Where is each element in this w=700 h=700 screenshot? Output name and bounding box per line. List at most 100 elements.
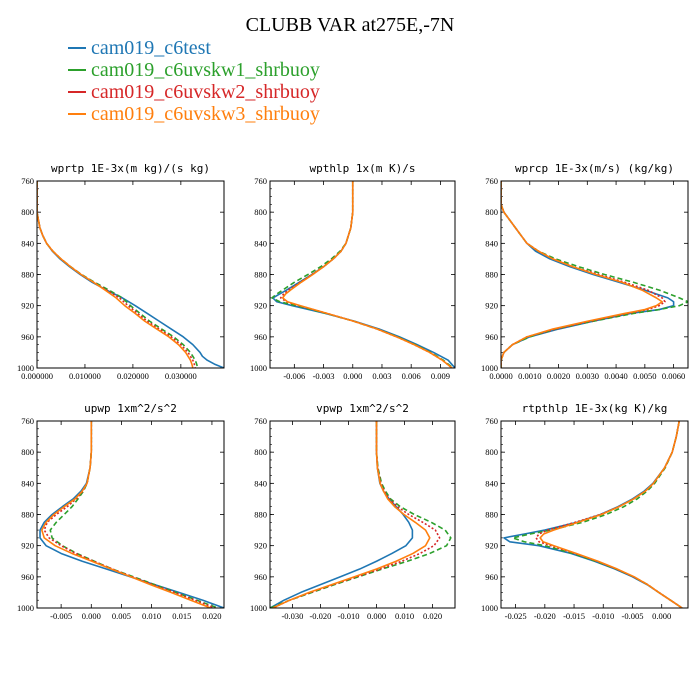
series-line	[270, 421, 452, 608]
legend-swatch	[68, 69, 86, 71]
y-tick-label: 960	[21, 572, 34, 582]
x-tick-label: 0.0020	[547, 371, 570, 381]
x-tick-label: 0.020	[423, 611, 442, 621]
x-tick-label: 0.0050	[633, 371, 656, 381]
series-line	[501, 181, 675, 368]
y-tick-label: 1000	[17, 603, 34, 613]
plot-frame	[500, 420, 689, 609]
x-tick-label: 0.0030	[576, 371, 599, 381]
series-line	[501, 181, 666, 368]
plot-frame	[269, 420, 456, 609]
series-line	[281, 181, 453, 368]
y-tick-label: 1000	[250, 363, 267, 373]
legend-swatch	[68, 47, 86, 49]
x-tick-label: -0.025	[505, 611, 527, 621]
y-tick-label: 840	[485, 238, 498, 248]
panel-title: wprtp 1E-3x(m kg)/(s kg)	[51, 162, 210, 175]
x-tick-label: 0.000	[652, 611, 671, 621]
y-tick-label: 1000	[250, 603, 267, 613]
profile-panel: rtpthlp 1E-3x(kg K)/kg 760 800 840 880 920 960…	[481, 402, 689, 621]
y-tick-label: 960	[21, 332, 34, 342]
y-tick-label: 1000	[481, 363, 498, 373]
profile-panel: upwp 1xm^2/s^2 760 800 840 880 920 960 1000 -0.0…	[17, 402, 225, 621]
panel-title: wpthlp 1x(m K)/s	[310, 162, 416, 175]
y-tick-label: 840	[21, 478, 34, 488]
y-tick-label: 760	[254, 176, 267, 186]
y-tick-label: 840	[21, 238, 34, 248]
profile-panel: vpwp 1xm^2/s^2 760 800 840 880 920 960 1000 -0.0…	[250, 402, 456, 621]
x-tick-label: -0.020	[309, 611, 331, 621]
y-tick-label: 960	[485, 572, 498, 582]
x-tick-label: 0.010	[395, 611, 414, 621]
y-tick-label: 800	[485, 447, 498, 457]
y-tick-label: 920	[21, 301, 34, 311]
figure-title: CLUBB VAR at275E,-7N	[245, 14, 455, 36]
series-line	[539, 421, 683, 608]
x-tick-label: 0.000	[82, 611, 101, 621]
y-tick-label: 880	[485, 510, 498, 520]
y-tick-label: 920	[254, 541, 267, 551]
plot-frame	[36, 420, 225, 609]
series-line	[37, 181, 194, 368]
legend-swatch	[68, 113, 86, 115]
x-tick-label: -0.020	[534, 611, 556, 621]
y-tick-label: 1000	[481, 603, 498, 613]
series-line	[511, 421, 683, 608]
y-tick-label: 880	[254, 510, 267, 520]
series-line	[272, 181, 455, 368]
series-line	[271, 181, 454, 368]
y-tick-label: 800	[21, 447, 34, 457]
x-tick-label: 0.009	[431, 371, 450, 381]
series-line	[535, 421, 683, 608]
x-tick-label: 0.020	[202, 611, 221, 621]
plot-frame	[36, 180, 225, 369]
x-tick-label: 0.020000	[117, 371, 149, 381]
legend-label: cam019_c6uvskw2_shrbuoy	[91, 81, 320, 103]
y-tick-label: 960	[254, 572, 267, 582]
series-line	[37, 181, 224, 368]
y-tick-label: 840	[254, 238, 267, 248]
y-tick-label: 920	[485, 301, 498, 311]
x-tick-label: 0.0040	[604, 371, 627, 381]
y-tick-label: 760	[21, 176, 34, 186]
y-tick-label: 760	[254, 416, 267, 426]
legend-label: cam019_c6uvskw1_shrbuoy	[91, 59, 320, 81]
x-tick-label: -0.030	[281, 611, 303, 621]
x-tick-label: 0.003	[372, 371, 391, 381]
profile-panel: wprcp 1E-3x(m/s) (kg/kg) 760 800 840 880 920 9…	[481, 162, 689, 381]
profile-panel: wprtp 1E-3x(m kg)/(s kg) 760 800 840 880 920 9…	[17, 162, 225, 381]
series-line	[503, 421, 683, 608]
series-line	[272, 421, 441, 608]
x-tick-label: -0.010	[592, 611, 614, 621]
y-tick-label: 800	[485, 207, 498, 217]
series-line	[39, 421, 224, 608]
panel-title: rtpthlp 1E-3x(kg K)/kg	[522, 402, 668, 415]
x-tick-label: -0.010	[338, 611, 360, 621]
profile-panel: wpthlp 1x(m K)/s 760 800 840 880 920 960 1000 -0…	[250, 162, 456, 381]
y-tick-label: 920	[254, 301, 267, 311]
y-tick-label: 960	[254, 332, 267, 342]
x-tick-label: 0.010	[142, 611, 161, 621]
x-tick-label: 0.000000	[21, 371, 53, 381]
x-tick-label: 0.006	[402, 371, 421, 381]
y-tick-label: 800	[21, 207, 34, 217]
y-tick-label: 1000	[17, 363, 34, 373]
y-tick-label: 800	[254, 447, 267, 457]
x-tick-label: 0.000	[367, 611, 386, 621]
plot-frame	[269, 180, 456, 369]
legend-label: cam019_c6uvskw3_shrbuoy	[91, 103, 320, 125]
x-tick-label: -0.005	[622, 611, 644, 621]
x-tick-label: -0.003	[313, 371, 335, 381]
y-tick-label: 840	[485, 478, 498, 488]
legend-swatch	[68, 91, 86, 93]
series-line	[270, 421, 414, 608]
panel-title: upwp 1xm^2/s^2	[84, 402, 177, 415]
y-tick-label: 760	[21, 416, 34, 426]
panel-title: wprcp 1E-3x(m/s) (kg/kg)	[515, 162, 674, 175]
x-tick-label: 0.0000	[489, 371, 512, 381]
y-tick-label: 960	[485, 332, 498, 342]
series-line	[41, 421, 212, 608]
y-tick-label: 880	[21, 510, 34, 520]
y-tick-label: 800	[254, 207, 267, 217]
